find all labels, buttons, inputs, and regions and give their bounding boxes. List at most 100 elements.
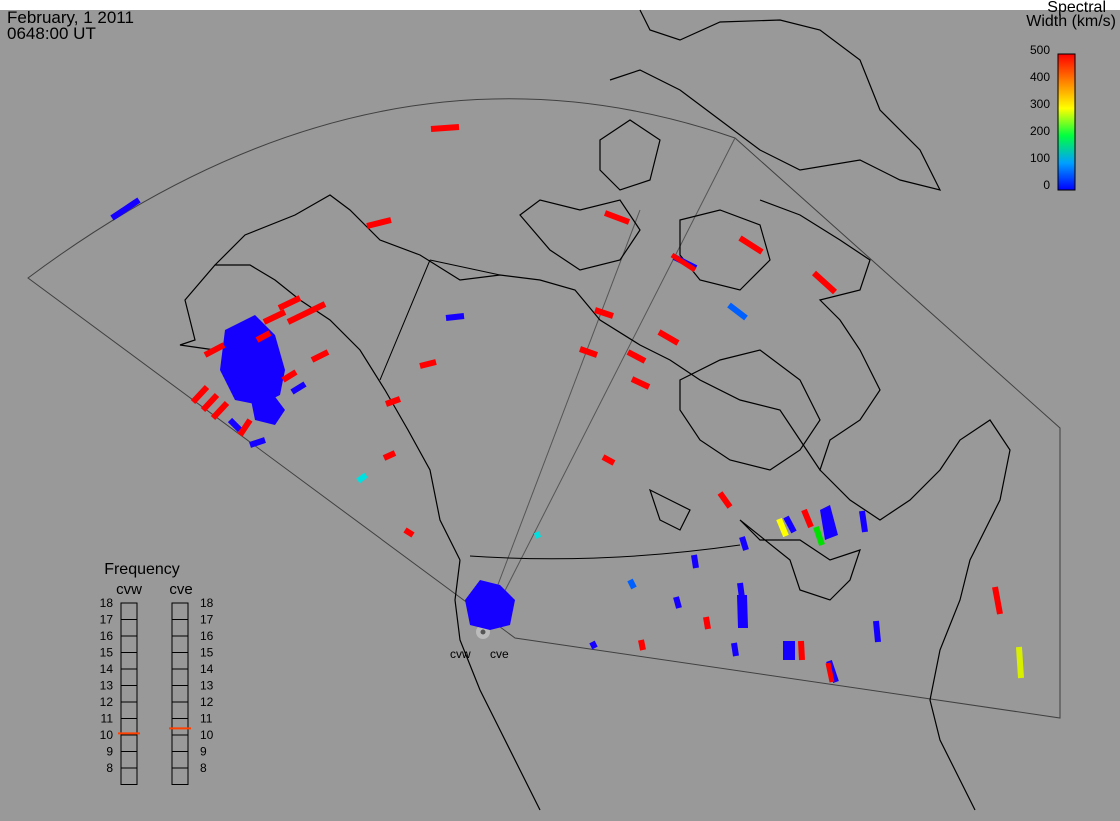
hudson-bay (679, 349, 821, 471)
echo-blue (859, 510, 868, 533)
frequency-tick-label: 17 (100, 613, 114, 627)
echo-green (813, 526, 825, 546)
colorbar-ticks: 500 400 300 200 100 0 (1030, 43, 1050, 192)
colorbar (1057, 53, 1076, 191)
echo-yellow-green (1016, 646, 1024, 679)
frequency-scale-cell (120, 652, 138, 670)
echo-blue (290, 381, 307, 395)
frequency-scale-cell (120, 767, 138, 785)
frequency-tick-label: 13 (200, 679, 214, 693)
echo-red (190, 384, 210, 405)
coastlines (179, 9, 1011, 811)
alaska-yukon-border (379, 259, 431, 381)
echo-blue (873, 620, 881, 643)
echo-blue (783, 515, 797, 534)
frequency-tick-label: 12 (100, 695, 114, 709)
echo-blue (227, 417, 243, 433)
colorbar-title-line1: Spectral (1047, 0, 1106, 16)
echo-red (262, 309, 287, 325)
echo-red (366, 217, 392, 229)
frequency-scale-cell (120, 751, 138, 769)
echo-red (992, 586, 1003, 615)
echo-cluster-alaska-2 (250, 390, 285, 425)
echo-cluster-near-radar (465, 580, 515, 630)
echo-red (277, 295, 302, 311)
frequency-tick-label: 10 (200, 728, 214, 742)
echo-blue (110, 197, 141, 221)
yukon-nwt-border (429, 259, 501, 276)
echo-blue-column (737, 595, 748, 628)
frequency-scale-cell (171, 602, 189, 620)
echo-red (811, 270, 838, 295)
echo-blue (445, 313, 465, 321)
frequency-scale-cell (120, 734, 138, 752)
echo-cyan (356, 472, 368, 484)
echo-red (825, 662, 835, 683)
echo-layer (110, 124, 1024, 683)
colorbar-title-line2: Width (km/s) (1026, 13, 1116, 30)
colorbar-tick: 100 (1030, 151, 1050, 165)
echo-red (601, 454, 616, 466)
echo-blue (727, 302, 748, 321)
frequency-scale-cell (120, 635, 138, 653)
frequency-scale-cell (171, 718, 189, 736)
frequency-tick-label: 8 (106, 761, 113, 775)
echo-red (419, 359, 437, 369)
echo-red (382, 450, 397, 461)
frequency-tick-label: 11 (101, 712, 114, 726)
echo-red (255, 330, 272, 343)
echo-red (670, 252, 697, 273)
frequency-scale-cell (171, 652, 189, 670)
echo-red (579, 346, 598, 358)
echo-red (801, 508, 814, 529)
echo-red (638, 639, 646, 651)
frequency-tick-label: 14 (100, 662, 114, 676)
frequency-tick-label: 13 (100, 679, 114, 693)
frequency-tick-label: 18 (100, 596, 114, 610)
frequency-tick-label: 8 (200, 761, 207, 775)
frequency-radar-label-cvw: cvw (116, 581, 142, 598)
echo-red (403, 527, 415, 538)
frequency-scale-cell (171, 668, 189, 686)
echo-red (717, 491, 733, 509)
frequency-scale-cell (120, 685, 138, 703)
frequency-scale-cell (120, 668, 138, 686)
arctic-coast (214, 194, 881, 472)
frequency-tick-label: 11 (200, 712, 213, 726)
frequency-scale-cell (120, 619, 138, 637)
radar-fov-outline (27, 98, 1061, 719)
frequency-scale-cell (171, 701, 189, 719)
echo-blue (249, 437, 266, 448)
frequency-tick-label: 12 (200, 695, 214, 709)
colorbar-tick: 300 (1030, 97, 1050, 111)
echo-blue-block (783, 641, 795, 660)
frequency-tick-label: 15 (100, 646, 114, 660)
echo-red (703, 616, 711, 630)
canada-usa-border (469, 544, 741, 560)
frequency-scale-cell (171, 619, 189, 637)
echo-red (203, 342, 226, 358)
echo-blue (589, 640, 598, 650)
top-border (0, 0, 1120, 10)
echo-cyan (533, 531, 542, 539)
frequency-scale-cell (171, 635, 189, 653)
echo-blue (731, 642, 739, 657)
colorbar-tick: 0 (1043, 178, 1050, 192)
echo-red (657, 329, 680, 346)
echo-cluster-alaska (220, 315, 285, 405)
frequency-tick-label: 17 (200, 613, 214, 627)
echo-red (630, 376, 651, 390)
colorbar-tick: 200 (1030, 124, 1050, 138)
frequency-tick-label: 14 (200, 662, 214, 676)
echo-blue (627, 578, 637, 590)
frequency-tick-labels: 18 17 16 15 14 13 12 11 10 9 8 18 17 16 15 14 13 12 11 10 9 8 (100, 596, 214, 775)
echo-red (798, 640, 805, 661)
echo-red (200, 392, 220, 413)
echo-red (626, 349, 647, 364)
echo-red (603, 210, 631, 225)
echo-red (384, 396, 402, 407)
fov-boundary-cve (484, 137, 736, 631)
echo-yellow (776, 517, 789, 538)
frequency-markers (118, 727, 191, 735)
